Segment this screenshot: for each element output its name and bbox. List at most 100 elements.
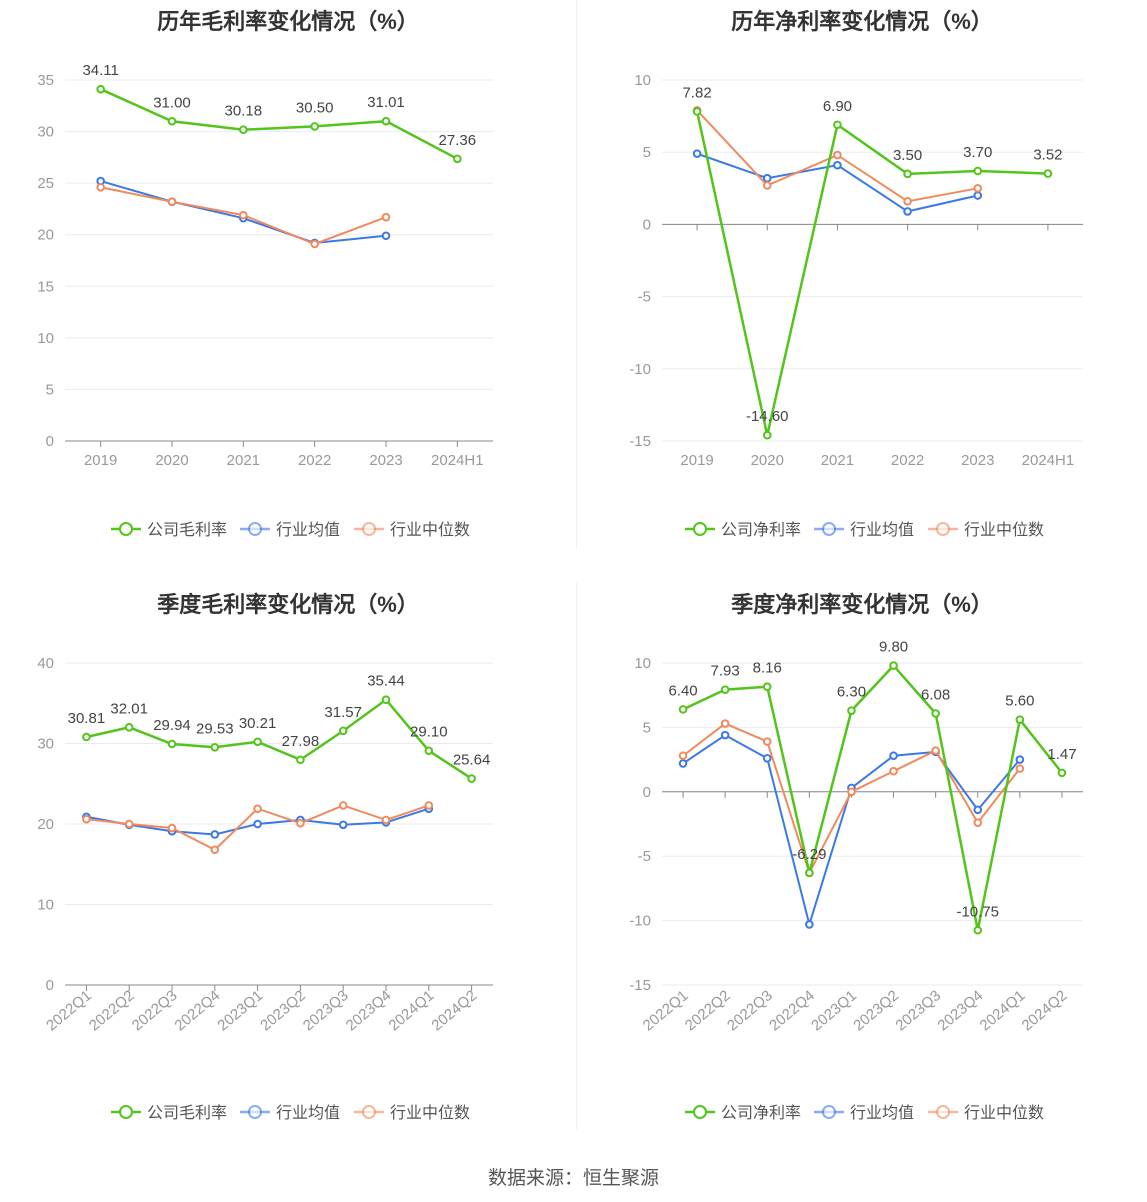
data-point-company bbox=[973, 925, 983, 935]
data-point-avg bbox=[973, 805, 983, 815]
data-point-median bbox=[167, 823, 177, 833]
legend-marker bbox=[362, 522, 376, 536]
chart-title: 季度毛利率变化情况（%） bbox=[157, 592, 419, 617]
x-tick-label: 2022 bbox=[298, 452, 331, 469]
legend-item: 行业均值 bbox=[814, 1104, 914, 1122]
data-label: -6.29 bbox=[792, 846, 826, 863]
data-point-company bbox=[424, 746, 434, 756]
data-label: 1.47 bbox=[1047, 746, 1076, 763]
series-line-company bbox=[682, 663, 1063, 931]
chart-canvas: -15-10-505102022Q12022Q22022Q32022Q42023… bbox=[629, 639, 1083, 1122]
data-label: 25.64 bbox=[453, 752, 491, 769]
data-label: -10.75 bbox=[956, 903, 999, 920]
legend-label: 行业均值 bbox=[850, 1104, 914, 1122]
legend-label: 公司毛利率 bbox=[147, 521, 227, 539]
data-point-company bbox=[762, 682, 772, 691]
legend-marker bbox=[362, 1105, 376, 1119]
legend-marker bbox=[822, 1105, 836, 1119]
legend-label: 公司净利率 bbox=[721, 521, 801, 539]
x-tick-label: 2022Q4 bbox=[172, 987, 224, 1034]
x-tick-label: 2023Q2 bbox=[257, 987, 309, 1034]
x-tick-label: 2023 bbox=[961, 452, 994, 469]
x-tick-label: 2022Q1 bbox=[640, 987, 692, 1034]
y-tick-label: 30 bbox=[37, 124, 54, 141]
x-tick-label: 2022Q4 bbox=[766, 987, 818, 1034]
x-tick-label: 2023Q3 bbox=[300, 987, 352, 1034]
data-point-company bbox=[1043, 169, 1053, 178]
data-point-company bbox=[1057, 768, 1067, 778]
x-tick-label: 2022Q3 bbox=[724, 987, 776, 1034]
data-point-company bbox=[124, 723, 134, 732]
legend-marker bbox=[936, 522, 950, 536]
y-tick-label: 0 bbox=[46, 977, 54, 994]
data-label: 27.36 bbox=[439, 132, 477, 149]
quarterly-gross-margin-chart: 季度毛利率变化情况（%） 0 10 20 30 40 2022Q1 2022Q2 2022Q3… bbox=[0, 582, 576, 1142]
chart-title: 季度净利率变化情况（%） bbox=[731, 592, 993, 617]
y-tick-label: -10 bbox=[629, 913, 651, 930]
series-line-company bbox=[86, 698, 473, 780]
x-tick-label: 2024Q2 bbox=[1019, 987, 1071, 1034]
data-point-median bbox=[678, 751, 688, 761]
data-source: 数据来源：恒生聚源 bbox=[487, 1168, 659, 1189]
legend-item: 公司毛利率 bbox=[111, 1104, 227, 1122]
data-point-company bbox=[467, 774, 476, 783]
legend-item: 行业中位数 bbox=[354, 521, 470, 539]
y-tick-label: 10 bbox=[634, 655, 651, 672]
x-tick-label: 2024Q2 bbox=[428, 987, 480, 1034]
data-point-avg bbox=[903, 207, 912, 216]
legend-marker bbox=[693, 522, 707, 536]
x-tick-label: 2023Q4 bbox=[934, 987, 986, 1034]
data-point-company bbox=[310, 122, 319, 131]
data-label: 31.00 bbox=[153, 94, 191, 111]
data-point-median bbox=[82, 814, 91, 824]
data-point-median bbox=[253, 804, 262, 814]
legend-label: 行业均值 bbox=[850, 521, 914, 539]
data-point-company bbox=[678, 705, 688, 714]
legend-label: 公司毛利率 bbox=[147, 1104, 227, 1122]
legend-item: 行业中位数 bbox=[928, 521, 1044, 539]
legend-marker bbox=[119, 1105, 133, 1119]
data-label: 7.93 bbox=[711, 663, 740, 680]
chart-title: 历年毛利率变化情况（%） bbox=[157, 9, 419, 34]
y-tick-label: -15 bbox=[629, 977, 651, 994]
data-label: 8.16 bbox=[753, 660, 782, 677]
data-point-company bbox=[96, 84, 105, 94]
data-label: 6.08 bbox=[921, 686, 950, 703]
data-point-avg bbox=[762, 173, 772, 183]
data-label: 30.81 bbox=[68, 710, 106, 727]
data-point-company bbox=[167, 116, 177, 126]
data-point-median bbox=[1015, 764, 1025, 773]
data-point-company bbox=[692, 107, 702, 116]
data-label: 3.50 bbox=[893, 147, 922, 164]
legend-item: 行业中位数 bbox=[354, 1104, 470, 1122]
data-point-avg bbox=[1015, 755, 1025, 764]
data-point-median bbox=[903, 196, 912, 206]
data-point-company bbox=[805, 868, 814, 878]
data-point-avg bbox=[338, 820, 348, 830]
data-label: -14.60 bbox=[746, 408, 789, 425]
legend-label: 公司净利率 bbox=[721, 1104, 801, 1122]
legend-marker bbox=[248, 522, 262, 536]
data-point-avg bbox=[678, 759, 688, 768]
x-tick-label: 2022Q2 bbox=[86, 987, 138, 1034]
data-label: 29.10 bbox=[410, 724, 448, 741]
y-tick-label: -5 bbox=[638, 848, 651, 865]
data-point-company bbox=[973, 166, 983, 176]
data-point-company bbox=[762, 430, 772, 440]
legend-item: 行业均值 bbox=[240, 521, 340, 539]
data-point-company bbox=[1015, 715, 1025, 724]
x-tick-label: 2023Q2 bbox=[850, 987, 902, 1034]
data-point-median bbox=[381, 212, 391, 222]
data-label: 6.30 bbox=[837, 684, 866, 701]
panel-divider-top bbox=[576, 0, 577, 548]
data-point-median bbox=[296, 818, 305, 828]
data-point-median bbox=[381, 815, 391, 825]
legend-marker bbox=[119, 522, 133, 536]
y-tick-label: 20 bbox=[37, 816, 54, 833]
y-tick-label: -10 bbox=[629, 361, 651, 378]
legend-label: 行业中位数 bbox=[390, 1104, 470, 1122]
chart-canvas: 0102030402022Q12022Q22022Q32022Q42023Q12… bbox=[37, 655, 493, 1122]
data-point-median bbox=[973, 818, 983, 828]
data-point-company bbox=[253, 737, 262, 747]
legend-marker bbox=[822, 522, 836, 536]
